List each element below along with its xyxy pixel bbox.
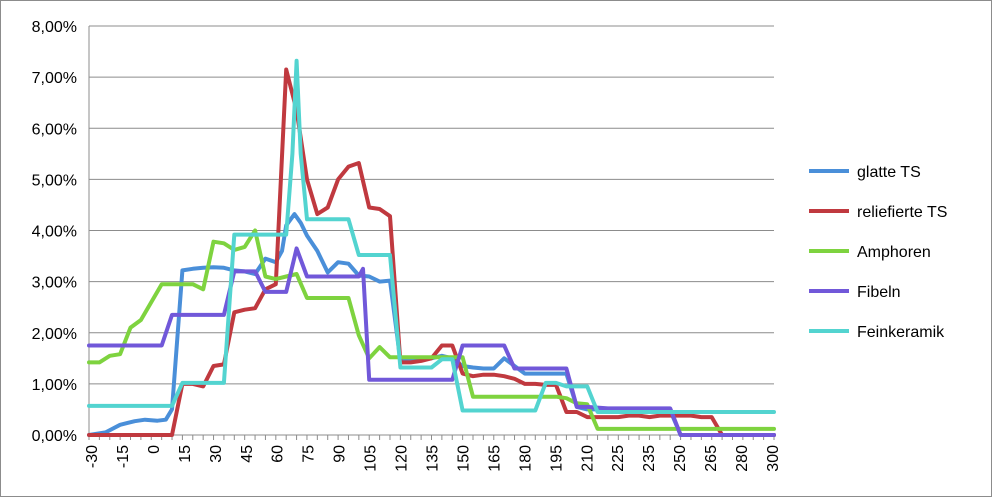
x-tick-label: 225 (610, 445, 627, 472)
x-tick-label: 75 (301, 445, 318, 463)
x-tick-label: 60 (270, 445, 287, 463)
x-tick-label: -30 (84, 445, 101, 468)
series-line-3 (87, 246, 776, 437)
x-tick-label: 135 (425, 445, 442, 472)
legend-label: Fibeln (857, 284, 901, 301)
x-tick-label: 90 (332, 445, 349, 463)
series-line-1 (87, 67, 776, 437)
y-tick-label: 7,00% (32, 70, 77, 87)
x-tick-label: 15 (177, 445, 194, 463)
legend-label: reliefierte TS (857, 204, 947, 221)
x-tick-label: 150 (455, 445, 472, 472)
series-lines (87, 58, 776, 437)
series-line-2 (87, 228, 776, 431)
x-tick-label: 120 (394, 445, 411, 472)
x-tick-label: 165 (486, 445, 503, 472)
x-tick-label: 45 (239, 445, 256, 463)
y-tick-label: 4,00% (32, 224, 77, 241)
y-tick-label: 1,00% (32, 377, 77, 394)
y-tick-label: 8,00% (32, 19, 77, 36)
x-tick-label: -15 (115, 445, 132, 468)
legend-label: Amphoren (857, 244, 931, 261)
series-line-4 (87, 58, 776, 414)
x-tick-label: 180 (517, 445, 534, 472)
legend-label: Feinkeramik (857, 324, 945, 341)
x-tick-label: 0 (146, 445, 163, 454)
legend: glatte TS reliefierte TS Amphoren Fibeln Fei… (809, 164, 947, 341)
x-tick-label: 105 (363, 445, 380, 472)
x-tick-label: 195 (548, 445, 565, 472)
x-tick-label: 210 (579, 445, 596, 472)
gridlines (89, 25, 774, 436)
x-tick-label: 30 (208, 445, 225, 463)
y-tick-label: 3,00% (32, 275, 77, 292)
x-tick-label: 250 (672, 445, 689, 472)
x-tick-label: 235 (641, 445, 658, 472)
y-tick-label: 2,00% (32, 326, 77, 343)
y-tick-label: 0,00% (32, 428, 77, 445)
y-tick-label: 5,00% (32, 172, 77, 189)
x-tick-label: 280 (734, 445, 751, 472)
y-tick-label: 6,00% (32, 121, 77, 138)
x-tick-label: 265 (703, 445, 720, 472)
x-tick-label: 300 (765, 445, 782, 472)
series-line-0 (87, 212, 776, 437)
axes: 0,00% 1,00% 2,00% 3,00% 4,00% 5,00% 6,00% 7,00%… (32, 19, 782, 472)
legend-label: glatte TS (857, 164, 921, 181)
